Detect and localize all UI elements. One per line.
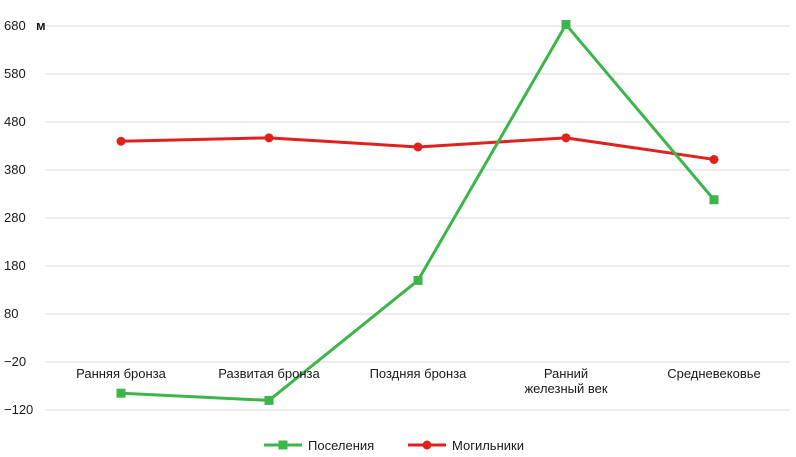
legend-label: Могильники [452, 438, 524, 453]
data-point-square [709, 195, 719, 205]
category-label: Средневековье [667, 366, 761, 381]
data-point-square [561, 20, 571, 30]
series-lines [116, 20, 719, 405]
y-tick-label: 580 [4, 66, 26, 81]
legend-circle-marker [422, 440, 432, 450]
category-label: Ранняя бронза [76, 366, 167, 381]
y-tick-label: 480 [4, 114, 26, 129]
grid-lines [45, 25, 790, 411]
y-axis-unit-label: м [36, 18, 46, 33]
y-tick-label: 80 [4, 306, 18, 321]
series-line [120, 23, 716, 402]
category-labels: Ранняя бронза Развитая бронза Поздняя брон… [76, 366, 761, 396]
data-point-circle [116, 136, 126, 146]
data-point-square [264, 395, 274, 405]
y-tick-label: 280 [4, 210, 26, 225]
data-point-circle [561, 133, 571, 143]
y-axis-ticks: 680 580 480 380 280 180 80 −20 −120 [4, 18, 33, 417]
series-settlements [116, 20, 719, 405]
legend-item: Могильники [408, 438, 524, 453]
legend-square-marker [278, 440, 288, 450]
y-tick-label: −20 [4, 354, 26, 369]
y-tick-label: 380 [4, 162, 26, 177]
category-label: Развитая бронза [218, 366, 320, 381]
legend-label: Поселения [308, 438, 374, 453]
category-label: Ранний железный век [524, 366, 607, 396]
data-point-circle [709, 154, 719, 164]
y-tick-label: 680 [4, 18, 26, 33]
category-label: Поздняя бронза [370, 366, 468, 381]
series-burials [116, 133, 719, 164]
legend: Поселения Могильники [264, 438, 524, 453]
legend-item: Поселения [264, 438, 374, 453]
y-tick-label: 180 [4, 258, 26, 273]
data-point-circle [264, 133, 274, 143]
data-point-square [413, 275, 423, 285]
y-tick-label: −120 [4, 402, 33, 417]
data-point-square [116, 388, 126, 398]
data-point-circle [413, 142, 423, 152]
